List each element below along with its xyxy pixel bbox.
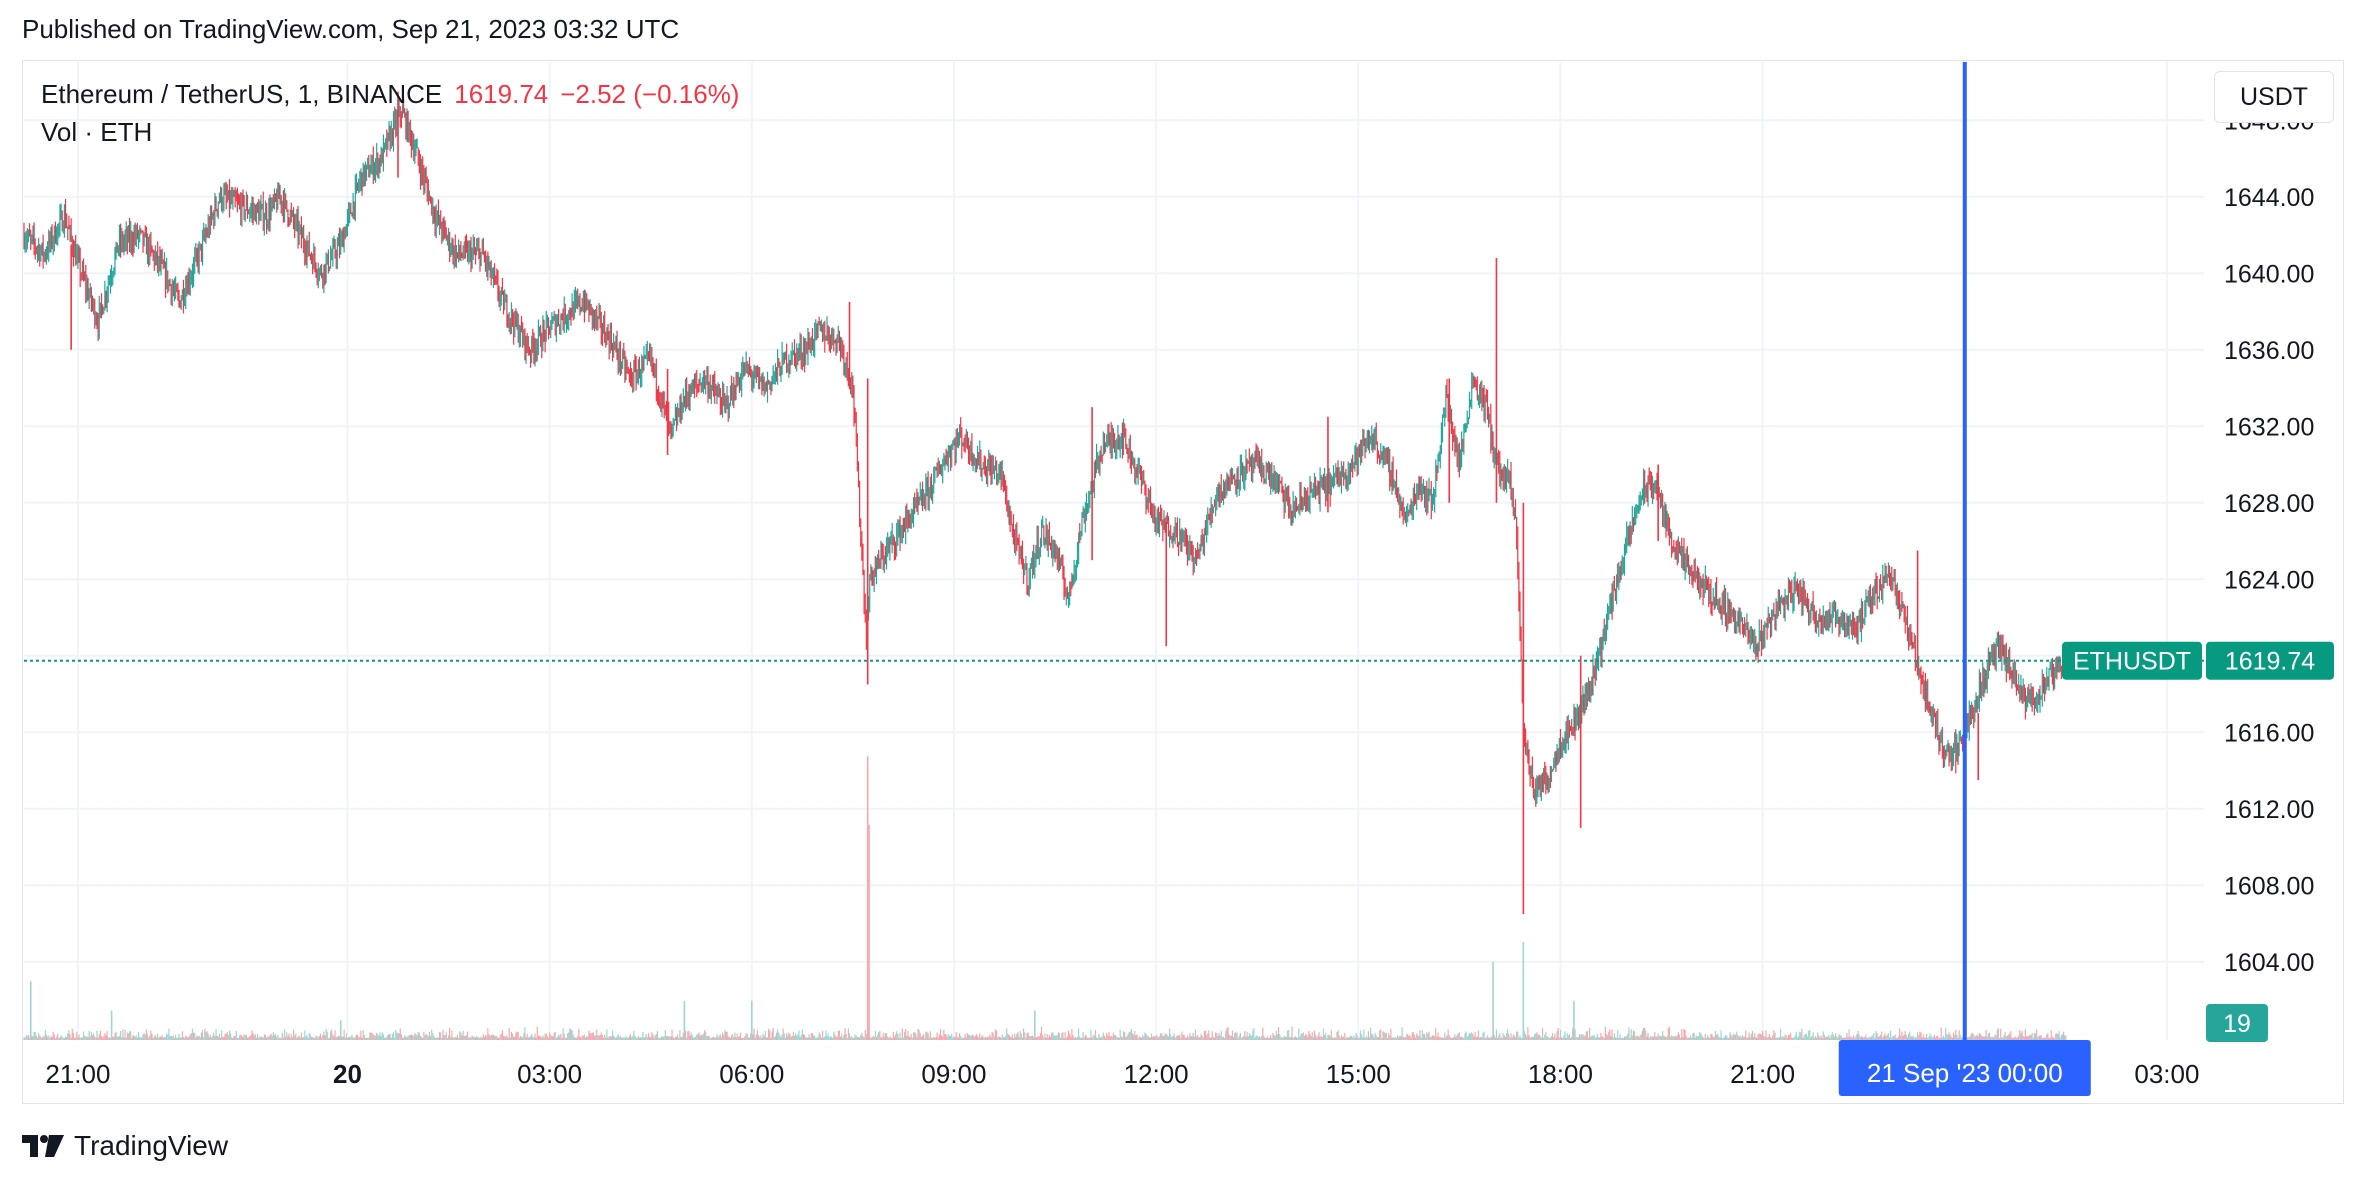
time-tick-label: 06:00 — [719, 1059, 784, 1089]
symbol-title[interactable]: Ethereum / TetherUS, 1, BINANCE — [41, 79, 443, 109]
price-tag-bg — [2206, 641, 2334, 680]
price-tick-label: 1640.00 — [2224, 260, 2314, 288]
price-tick-label: 1616.00 — [2224, 719, 2314, 747]
time-tick-label: 09:00 — [921, 1059, 986, 1089]
price-tick-label: 1612.00 — [2224, 796, 2314, 824]
price-tick-label: 1604.00 — [2224, 949, 2314, 977]
currency-button[interactable]: USDT — [2214, 71, 2334, 123]
price-tag-label: 1619.74 — [2225, 648, 2315, 676]
time-tick-label: 21:00 — [1730, 1059, 1795, 1089]
footer-brand-label: TradingView — [74, 1130, 229, 1161]
volume-legend[interactable]: Vol · ETH — [41, 117, 153, 147]
crosshair-time-label: 21 Sep '23 00:00 — [1867, 1058, 2063, 1088]
symbol-legend[interactable]: Ethereum / TetherUS, 1, BINANCE 1619.74 −2… — [41, 79, 739, 110]
price-tick-label: 1628.00 — [2224, 490, 2314, 518]
candle-series — [23, 91, 2067, 914]
time-tick-label: 18:00 — [1528, 1059, 1593, 1089]
volume-tag-label: 19 — [2223, 1010, 2251, 1038]
crosshair-time-tag-bg — [1838, 1040, 2091, 1096]
footer-brand[interactable]: TradingView — [22, 1130, 228, 1162]
volume-tag-bg — [2206, 1004, 2268, 1042]
price-tick-label: 1632.00 — [2224, 413, 2314, 441]
time-tick-label: 15:00 — [1326, 1059, 1391, 1089]
time-tick-label: 03:00 — [517, 1059, 582, 1089]
legend-last-price: 1619.74 — [454, 79, 549, 109]
symbol-tag-label: ETHUSDT — [2073, 648, 2191, 676]
price-axis: 1648.001644.001640.001636.001632.001628.… — [2224, 107, 2314, 977]
price-tick-label: 1608.00 — [2224, 872, 2314, 900]
price-tick-label: 1644.00 — [2224, 184, 2314, 212]
time-tick-label: 21:00 — [45, 1059, 110, 1089]
time-tick-label: 20 — [333, 1059, 362, 1089]
time-tick-label: 12:00 — [1124, 1059, 1189, 1089]
symbol-tag-bg — [2062, 641, 2202, 680]
legend-change: −2.52 (−0.16%) — [560, 79, 740, 109]
time-tick-label: 03:00 — [2134, 1059, 2199, 1089]
tradingview-logo-icon — [22, 1135, 64, 1157]
chart-frame[interactable] — [22, 60, 2344, 1104]
price-tick-label: 1624.00 — [2224, 566, 2314, 594]
price-tick-label: 1636.00 — [2224, 337, 2314, 365]
published-header: Published on TradingView.com, Sep 21, 20… — [22, 14, 680, 44]
axis-tags: ETHUSDT 1619.74 19 21 Sep '23 00:00 — [1838, 641, 2334, 1096]
volume-bars — [23, 756, 2067, 1040]
